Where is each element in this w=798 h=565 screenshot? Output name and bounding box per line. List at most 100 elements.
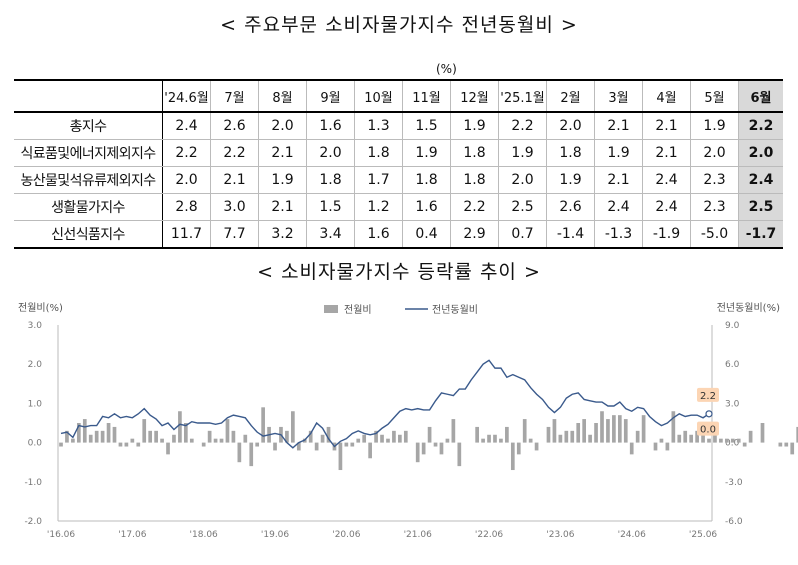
mom-bar: [261, 407, 265, 443]
month-header: '25.1월: [498, 79, 547, 113]
table-cell: 1.9: [498, 139, 547, 167]
mom-bar: [154, 430, 158, 443]
right-tick-label: 6.0: [725, 360, 740, 370]
mom-bar: [148, 430, 153, 443]
table-cell: 2.2: [498, 112, 547, 140]
table-cell: 1.5: [402, 112, 451, 140]
table-cell: 1.9: [402, 139, 451, 167]
cpi-trend-chart: 전월비(%) 전년동월비(%) 전월비 전년동월비 3.0 2.0 1.0 0.0 -1.0 -2…: [18, 302, 798, 540]
x-tick-label: '17.06: [118, 530, 147, 540]
table-cell: 0.4: [402, 220, 451, 249]
mom-bar: [415, 442, 420, 463]
table-cell-current: -1.7: [738, 220, 783, 249]
table-cell-current: 2.4: [738, 166, 783, 194]
mom-bar: [719, 438, 723, 443]
chart-title: < 소비자물가지수 등락률 추이 >: [257, 261, 541, 283]
mom-bar: [100, 430, 105, 443]
table-cell: 1.2: [354, 193, 403, 221]
mom-bar: [273, 442, 277, 451]
mom-bar: [796, 426, 798, 443]
table-cell: 3.4: [306, 220, 355, 249]
table-cell: 1.9: [594, 139, 643, 167]
table-cell: 1.9: [450, 112, 499, 140]
mom-bar: [528, 438, 533, 443]
left-tick-label: -2.0: [24, 517, 42, 527]
x-tick-label: '21.06: [404, 530, 433, 540]
x-tick-label: '24.06: [618, 530, 647, 540]
yoy-last-point: [705, 410, 713, 418]
mom-bar: [707, 438, 711, 443]
table-cell: 2.1: [594, 112, 643, 140]
mom-bar: [724, 438, 729, 443]
mom-bar: [499, 438, 503, 443]
mom-bar: [594, 423, 598, 443]
table-cell: 1.5: [306, 193, 355, 221]
mom-bar: [82, 419, 87, 443]
table-cell: 2.2: [162, 139, 211, 167]
mom-bar: [546, 426, 551, 443]
yoy-callout-box: [697, 387, 719, 402]
mom-bar: [88, 434, 93, 443]
table-cell: 1.6: [306, 112, 355, 140]
table-cell: 2.0: [306, 139, 355, 167]
mom-bar: [493, 434, 497, 443]
mom-bar: [617, 415, 622, 443]
mom-bar: [742, 442, 747, 447]
left-tick-label: 1.0: [28, 399, 43, 409]
table-cell-current: 2.2: [738, 112, 783, 140]
x-tick-label: '18.06: [190, 530, 219, 540]
mom-bar: [730, 438, 735, 443]
table-cell: 2.0: [546, 112, 595, 140]
mom-bar: [564, 430, 569, 443]
table-cell: 1.8: [450, 166, 499, 194]
mom-bar: [59, 442, 63, 447]
table-cell: 2.1: [642, 112, 691, 140]
mom-bar: [178, 411, 182, 443]
left-tick-label: 2.0: [28, 360, 43, 370]
mom-bar: [552, 419, 557, 443]
month-header: 12월: [450, 79, 499, 113]
mom-bar: [142, 419, 147, 443]
x-tick-label: '16.06: [47, 530, 76, 540]
table-header-row: '24.6월 7월 8월 9월 10월 11월 12월 '25.1월 2월 3월…: [14, 79, 783, 113]
mom-bar: [600, 411, 604, 443]
mom-bar: [291, 411, 295, 443]
month-header: 8월: [258, 79, 307, 113]
mom-bar: [308, 430, 313, 443]
mom-bar: [582, 419, 586, 443]
left-tick-label: 0.0: [28, 439, 43, 449]
legend-line-label: 전년동월비: [432, 304, 478, 316]
right-tick-label: -6.0: [725, 517, 743, 527]
table-cell: 2.4: [162, 112, 211, 140]
mom-bar: [588, 434, 592, 443]
mom-bar: [338, 442, 343, 471]
mom-bar: [635, 430, 640, 443]
x-tick-label: '25.06: [689, 530, 718, 540]
month-header: 10월: [354, 79, 403, 113]
mom-bar: [665, 442, 670, 451]
table-cell: 1.9: [690, 112, 739, 140]
table-cell: 1.7: [354, 166, 403, 194]
mom-bar: [362, 434, 367, 443]
mom-bar: [71, 438, 75, 443]
mom-bar: [237, 442, 242, 463]
mom-bar: [623, 419, 628, 443]
mom-callout-box: [697, 421, 719, 436]
table-cell: 2.3: [690, 166, 739, 194]
month-header: 11월: [402, 79, 451, 113]
mom-bar: [784, 442, 789, 447]
mom-bar: [748, 430, 753, 443]
right-tick-label: 9.0: [725, 321, 740, 331]
table-cell: 2.0: [690, 139, 739, 167]
table-title: < 주요부문 소비자물가지수 전년동월비 >: [220, 14, 578, 36]
mom-bar: [570, 430, 575, 443]
table-row: 농산물및석유류제외지수 2.0 2.1 1.9 1.8 1.7 1.8 1.8 2.0 1.9 2.…: [14, 166, 783, 194]
month-header: 3월: [594, 79, 643, 113]
mom-bar: [112, 426, 117, 443]
row-label: 신선식품지수: [14, 220, 163, 249]
mom-bar: [201, 442, 206, 447]
mom-bar: [124, 442, 129, 447]
header-corner: [14, 79, 163, 113]
mom-bar: [487, 434, 491, 443]
table-cell: 1.6: [402, 193, 451, 221]
